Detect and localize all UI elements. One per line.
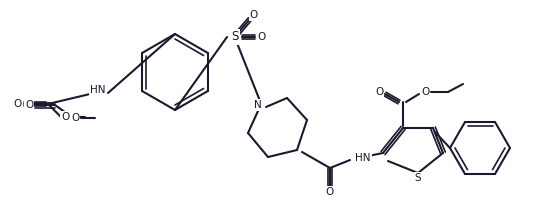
Text: N: N: [256, 100, 264, 110]
Text: O: O: [375, 87, 383, 97]
Text: O: O: [71, 113, 79, 123]
Text: O: O: [61, 112, 69, 122]
Text: S: S: [231, 30, 239, 44]
Text: O: O: [250, 10, 258, 20]
Text: O: O: [25, 100, 33, 110]
Text: HN: HN: [90, 85, 106, 95]
Text: O: O: [14, 99, 22, 109]
Text: O: O: [257, 32, 265, 42]
Text: O: O: [326, 187, 334, 197]
Text: S: S: [415, 173, 422, 183]
Text: HN: HN: [355, 153, 371, 163]
Text: N: N: [254, 100, 262, 110]
Text: O: O: [421, 87, 429, 97]
